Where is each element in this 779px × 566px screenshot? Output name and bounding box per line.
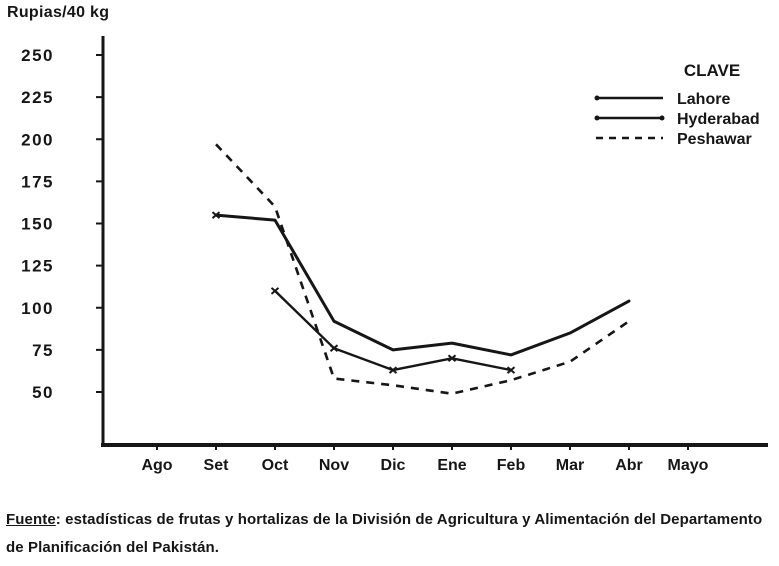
x-tick-label: Feb <box>497 457 526 474</box>
legend-label-lahore: Lahore <box>677 91 730 108</box>
series-line-hyderabad <box>273 289 513 372</box>
point-marker-hyderabad <box>506 366 516 374</box>
legend-marker-hyderabad <box>594 115 600 121</box>
x-tick-label: Set <box>204 457 230 474</box>
y-tick-label: 100 <box>21 299 54 318</box>
series-line-lahore <box>214 213 631 357</box>
x-tick-label: Ene <box>437 457 466 474</box>
point-marker-hyderabad <box>388 366 398 374</box>
point-marker-hyderabad <box>329 344 339 352</box>
legend-title: CLAVE <box>684 61 740 80</box>
y-tick-label: 250 <box>21 46 54 65</box>
source-note-text: : estadísticas de frutas y hortalizas de… <box>6 511 763 556</box>
point-marker-hyderabad <box>447 354 457 363</box>
series-line-peshawar <box>215 143 630 395</box>
legend-label-peshawar: Peshawar <box>677 131 752 148</box>
legend-marker-lahore <box>594 95 600 101</box>
point-marker-hyderabad <box>270 287 280 295</box>
x-tick-label: Ago <box>141 457 172 474</box>
x-tick-label: Nov <box>319 457 349 474</box>
point-marker-lahore <box>211 211 221 219</box>
source-note: Fuente: estadísticas de frutas y hortali… <box>6 506 768 562</box>
source-note-label: Fuente <box>6 511 56 528</box>
y-tick-label: 225 <box>21 88 54 107</box>
x-tick-label: Dic <box>381 457 406 474</box>
legend-marker-hyderabad <box>659 115 665 121</box>
y-tick-label: 75 <box>32 341 54 360</box>
y-tick-label: 50 <box>32 383 54 402</box>
price-line-chart: 250 225 200 175 150 125 100 75 50 Ago Set Oct Nov Dic… <box>21 36 768 474</box>
x-tick-label: Mayo <box>668 457 709 474</box>
x-tick-label: Mar <box>556 457 584 474</box>
y-tick-label: 200 <box>21 130 54 149</box>
y-tick-label: 125 <box>21 257 54 276</box>
x-tick-label: Abr <box>615 457 643 474</box>
y-axis-title: Rupias/40 kg <box>7 4 110 21</box>
y-tick-label: 150 <box>21 215 54 234</box>
x-tick-label: Oct <box>262 457 289 474</box>
legend-label-hyderabad: Hyderabad <box>677 111 760 128</box>
y-tick-label: 175 <box>21 172 54 191</box>
